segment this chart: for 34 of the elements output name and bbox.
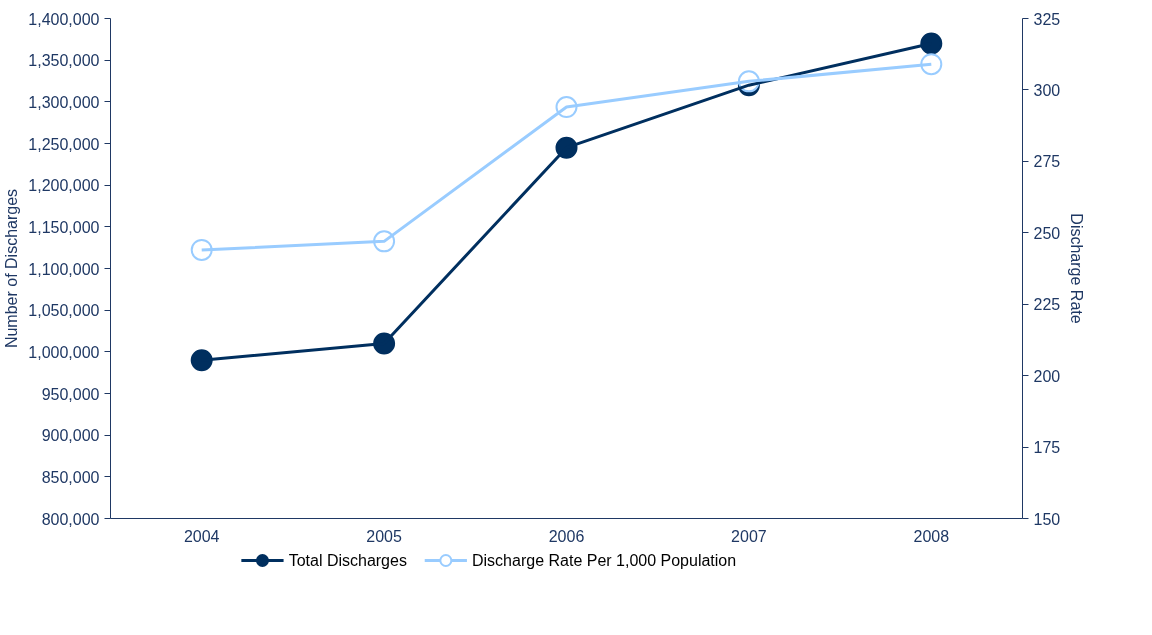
- y-tick-label: 1,400,000: [28, 10, 100, 28]
- y2-tick-label: 200: [1033, 367, 1061, 385]
- y2-tick-label: 150: [1033, 510, 1061, 528]
- x-tick-label: 2004: [183, 527, 220, 545]
- y-tick-label: 800,000: [41, 510, 100, 528]
- y-tick-label: 1,100,000: [28, 260, 100, 278]
- y-tick-label: 950,000: [41, 385, 100, 403]
- y-tick-label: 1,300,000: [28, 93, 100, 111]
- x-tick-label: 2006: [548, 527, 585, 545]
- legend-label: Discharge Rate Per 1,000 Population: [472, 552, 737, 569]
- y2-tick-label: 300: [1033, 81, 1061, 99]
- y2-tick-label: 275: [1033, 153, 1061, 171]
- y-tick-label: 900,000: [41, 427, 100, 445]
- y-tick-label: 1,350,000: [28, 52, 100, 70]
- y-tick-label: 1,050,000: [28, 302, 100, 320]
- y2-tick-label: 175: [1033, 439, 1061, 457]
- y2-axis-title: Discharge Rate: [1068, 213, 1086, 324]
- point: [190, 238, 213, 261]
- y2-tick-label: 250: [1033, 224, 1061, 242]
- y-tick-label: 1,200,000: [28, 177, 100, 195]
- x-tick-label: 2008: [913, 527, 950, 545]
- y2-tick-label: 325: [1033, 10, 1061, 28]
- point: [920, 32, 943, 55]
- y-axis-title: Number of Discharges: [3, 188, 21, 349]
- x-tick-label: 2007: [731, 527, 767, 545]
- y-tick-label: 1,000,000: [28, 343, 100, 361]
- y-tick-label: 1,150,000: [28, 218, 100, 236]
- y-tick-label: 1,250,000: [28, 135, 100, 153]
- x-tick-label: 2005: [366, 527, 402, 545]
- point: [190, 349, 213, 372]
- legend-label: Total Discharges: [288, 552, 407, 569]
- y-tick-label: 850,000: [41, 468, 100, 486]
- y2-tick-label: 225: [1033, 296, 1061, 314]
- point: [920, 53, 943, 76]
